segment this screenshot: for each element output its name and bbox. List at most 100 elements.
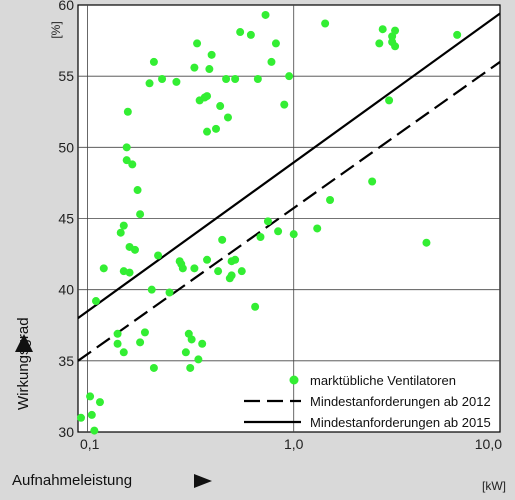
data-point xyxy=(122,143,131,152)
data-point xyxy=(422,238,431,247)
data-point xyxy=(145,79,154,88)
x-axis-arrow-icon xyxy=(194,474,212,488)
data-point xyxy=(251,302,260,311)
data-point xyxy=(222,75,231,84)
legend: marktübliche Ventilatoren Mindestanforder… xyxy=(244,373,491,430)
data-point xyxy=(271,39,280,48)
data-point xyxy=(130,245,139,254)
data-point xyxy=(186,363,195,372)
data-point xyxy=(378,25,387,34)
data-point xyxy=(375,39,384,48)
data-point xyxy=(205,65,214,74)
legend-label: Mindestanforderungen ab 2015 xyxy=(310,415,491,430)
x-tick-label: 10,0 xyxy=(475,436,502,452)
data-point xyxy=(133,186,142,195)
data-point xyxy=(119,221,128,230)
y-axis-arrow-icon xyxy=(15,334,33,352)
data-point xyxy=(154,251,163,260)
data-point xyxy=(158,75,167,84)
x-tick-labels: 0,1 1,0 10,0 xyxy=(80,436,502,452)
y-axis-title: Wirkungsgrad xyxy=(15,317,32,410)
data-point xyxy=(95,398,104,407)
data-point xyxy=(289,230,298,239)
data-point xyxy=(86,392,95,401)
y-tick-label: 35 xyxy=(58,353,74,369)
data-point xyxy=(123,107,132,116)
data-point xyxy=(172,77,181,86)
data-point xyxy=(280,100,289,109)
data-point xyxy=(223,113,232,122)
data-point xyxy=(165,288,174,297)
data-point xyxy=(253,75,262,84)
data-point xyxy=(91,297,100,306)
data-point xyxy=(236,28,245,37)
data-point xyxy=(326,195,335,204)
data-point xyxy=(391,42,400,51)
data-point xyxy=(178,264,187,273)
data-point xyxy=(190,63,199,72)
scatter-points xyxy=(77,10,462,435)
x-axis-title: Aufnahmeleistung xyxy=(12,472,132,489)
data-point xyxy=(227,271,236,280)
data-point xyxy=(181,348,190,357)
series-line xyxy=(77,12,501,320)
y-tick-label: 50 xyxy=(58,139,74,155)
data-point xyxy=(231,255,240,264)
data-point xyxy=(136,338,145,347)
data-point xyxy=(263,217,272,226)
data-point xyxy=(190,264,199,273)
data-point xyxy=(231,75,240,84)
data-point xyxy=(237,267,246,276)
data-point xyxy=(193,39,202,48)
y-tick-label: 55 xyxy=(58,68,74,84)
data-point xyxy=(198,339,207,348)
data-point xyxy=(149,363,158,372)
data-point xyxy=(246,30,255,39)
data-point xyxy=(113,339,122,348)
requirement-lines xyxy=(77,12,501,362)
data-point xyxy=(203,127,212,136)
legend-marker-points xyxy=(289,375,299,385)
data-point xyxy=(274,227,283,236)
data-point xyxy=(261,10,270,19)
data-point xyxy=(149,57,158,66)
x-tick-label: 1,0 xyxy=(284,436,304,452)
data-point xyxy=(212,124,221,133)
data-point xyxy=(453,30,462,39)
data-point xyxy=(125,268,134,277)
data-point xyxy=(256,233,265,242)
data-point xyxy=(122,156,131,165)
data-point xyxy=(194,355,203,364)
data-point xyxy=(99,264,108,273)
data-point xyxy=(116,228,125,237)
data-point xyxy=(203,255,212,264)
data-point xyxy=(113,329,122,338)
data-point xyxy=(313,224,322,233)
data-point xyxy=(90,426,99,435)
data-point xyxy=(385,96,394,105)
data-point xyxy=(285,72,294,81)
legend-label: marktübliche Ventilatoren xyxy=(310,373,456,388)
data-point xyxy=(368,177,377,186)
y-tick-label: 40 xyxy=(58,282,74,298)
data-point xyxy=(218,235,227,244)
legend-label: Mindestanforderungen ab 2012 xyxy=(310,394,491,409)
y-tick-label: 30 xyxy=(58,424,74,440)
data-point xyxy=(77,413,85,422)
data-point xyxy=(267,57,276,66)
data-point xyxy=(391,26,400,35)
y-tick-labels: 30 35 40 45 50 55 60 xyxy=(58,0,74,440)
data-point xyxy=(207,50,216,59)
data-point xyxy=(214,267,223,276)
y-unit-label: [%] xyxy=(49,21,63,38)
data-point xyxy=(136,210,145,219)
data-point xyxy=(119,348,128,357)
x-tick-label: 0,1 xyxy=(80,436,100,452)
data-point xyxy=(147,285,156,294)
data-point xyxy=(128,160,137,169)
data-point xyxy=(87,410,96,419)
data-point xyxy=(203,92,212,101)
data-point xyxy=(216,102,225,111)
x-unit-label: [kW] xyxy=(482,479,506,493)
